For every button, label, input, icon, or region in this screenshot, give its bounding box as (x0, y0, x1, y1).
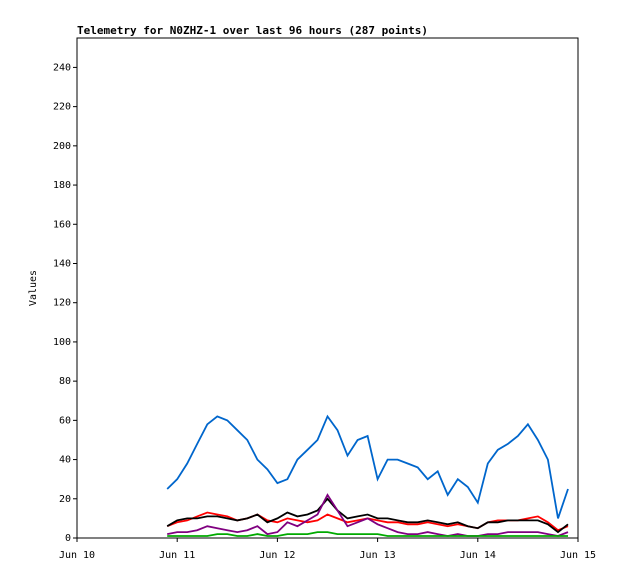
y-tick-label: 180 (53, 180, 71, 191)
x-tick-label: Jun 11 (159, 550, 195, 561)
y-tick-label: 160 (53, 219, 71, 230)
y-tick-label: 0 (65, 533, 71, 544)
series-line (167, 493, 569, 537)
chart-title: Telemetry for N0ZHZ-1 over last 96 hours… (77, 24, 428, 37)
y-tick-label: 120 (53, 298, 71, 309)
y-tick-label: 100 (53, 337, 71, 348)
y-tick-label: 80 (59, 376, 71, 387)
series-line (166, 497, 569, 534)
x-tick-label: Jun 12 (259, 550, 295, 561)
y-tick-label: 20 (59, 494, 71, 505)
x-tick-label: Jun 15 (560, 550, 596, 561)
y-tick-label: 240 (53, 62, 71, 73)
x-tick-label: Jun 14 (460, 550, 496, 561)
y-tick-label: 220 (53, 102, 71, 113)
y-tick-label: 40 (59, 455, 71, 466)
series-line (166, 414, 569, 519)
x-tick-label: Jun 13 (360, 550, 396, 561)
y-axis-label: Values (28, 270, 39, 306)
y-tick-label: 140 (53, 258, 71, 269)
x-tick-label: Jun 10 (59, 550, 95, 561)
y-tick-label: 60 (59, 415, 71, 426)
y-tick-label: 200 (53, 141, 71, 152)
series-line (167, 531, 568, 537)
plot-frame (76, 37, 579, 539)
